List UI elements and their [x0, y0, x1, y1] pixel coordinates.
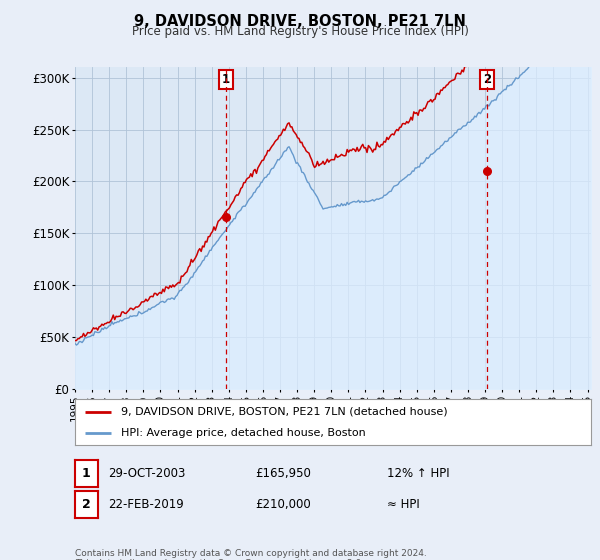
Text: Contains HM Land Registry data © Crown copyright and database right 2024.
This d: Contains HM Land Registry data © Crown c…: [75, 549, 427, 560]
Text: HPI: Average price, detached house, Boston: HPI: Average price, detached house, Bost…: [121, 428, 366, 438]
Text: 9, DAVIDSON DRIVE, BOSTON, PE21 7LN: 9, DAVIDSON DRIVE, BOSTON, PE21 7LN: [134, 14, 466, 29]
Text: 2: 2: [82, 498, 91, 511]
Text: 2: 2: [483, 73, 491, 86]
Point: [482, 166, 492, 175]
Text: 12% ↑ HPI: 12% ↑ HPI: [387, 467, 449, 480]
Point: [221, 212, 230, 221]
Text: Price paid vs. HM Land Registry's House Price Index (HPI): Price paid vs. HM Land Registry's House …: [131, 25, 469, 38]
Text: £210,000: £210,000: [255, 498, 311, 511]
Text: £165,950: £165,950: [255, 467, 311, 480]
Text: 29-OCT-2003: 29-OCT-2003: [108, 467, 185, 480]
Text: 1: 1: [222, 73, 230, 86]
Text: ≈ HPI: ≈ HPI: [387, 498, 420, 511]
Text: 9, DAVIDSON DRIVE, BOSTON, PE21 7LN (detached house): 9, DAVIDSON DRIVE, BOSTON, PE21 7LN (det…: [121, 407, 448, 417]
Text: 1: 1: [82, 467, 91, 480]
Text: 22-FEB-2019: 22-FEB-2019: [108, 498, 184, 511]
